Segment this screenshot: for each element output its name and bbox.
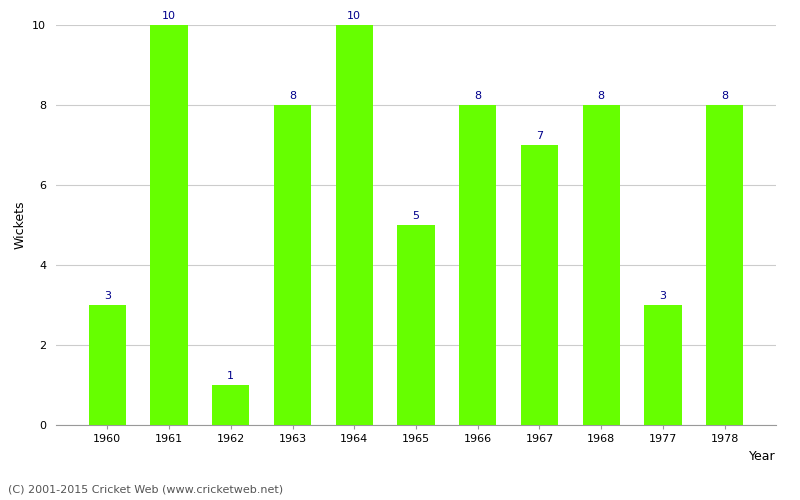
Text: 1: 1 xyxy=(227,371,234,381)
Bar xyxy=(398,225,434,425)
Text: 5: 5 xyxy=(413,211,419,221)
Bar xyxy=(212,385,250,425)
Bar xyxy=(336,25,373,425)
Bar xyxy=(582,105,620,425)
Text: 10: 10 xyxy=(347,11,362,21)
Text: 8: 8 xyxy=(289,91,296,101)
Text: 10: 10 xyxy=(162,11,176,21)
Bar xyxy=(89,305,126,425)
Text: 8: 8 xyxy=(598,91,605,101)
Bar xyxy=(706,105,743,425)
Bar xyxy=(521,145,558,425)
Text: 3: 3 xyxy=(104,291,110,301)
Text: Year: Year xyxy=(750,450,776,463)
Y-axis label: Wickets: Wickets xyxy=(14,200,26,249)
Text: 8: 8 xyxy=(721,91,728,101)
Bar xyxy=(459,105,496,425)
Bar xyxy=(274,105,311,425)
Text: 7: 7 xyxy=(536,131,543,141)
Bar xyxy=(150,25,187,425)
Bar xyxy=(645,305,682,425)
Text: 3: 3 xyxy=(659,291,666,301)
Text: (C) 2001-2015 Cricket Web (www.cricketweb.net): (C) 2001-2015 Cricket Web (www.cricketwe… xyxy=(8,485,283,495)
Text: 8: 8 xyxy=(474,91,482,101)
